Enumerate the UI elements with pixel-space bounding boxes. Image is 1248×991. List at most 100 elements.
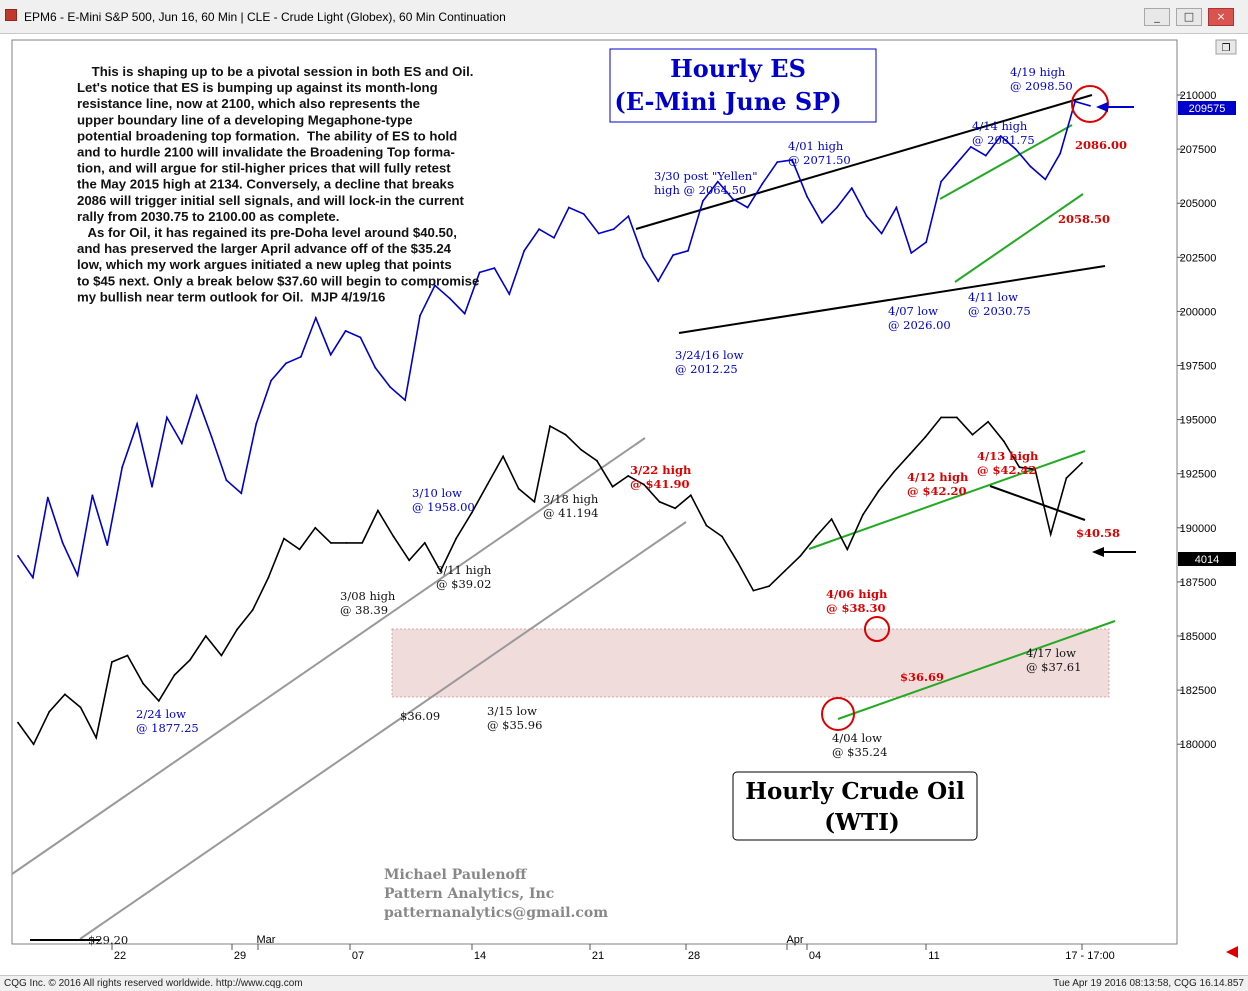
data-point [225,479,228,482]
maximize-button[interactable]: □ [1176,8,1202,26]
data-point [79,706,82,709]
es-arrow-head-icon [1096,102,1108,112]
data-point [389,386,392,388]
commentary-line: As for Oil, it has regained its pre-Doha… [77,225,457,240]
data-point [687,249,689,252]
data-point [791,159,794,161]
data-point [533,500,536,503]
commentary-line: tion, and will argue for stil-higher pri… [77,161,451,176]
data-point [1034,468,1036,471]
data-point [478,271,481,274]
dual-price-chart[interactable]: ❐ 210000 207500 205000 202500 200000 197500 19… [0,34,1248,975]
data-point [940,180,942,183]
data-point [32,576,34,579]
data-point [568,206,570,209]
annotation-value: @ 2030.75 [968,304,1031,318]
data-point [173,674,176,676]
data-point [846,548,849,551]
y-tick-label: 192500 [1180,469,1217,481]
x-tick-label: Apr [786,934,803,946]
restore-chart-button[interactable] [1215,39,1237,55]
data-point [971,433,974,436]
data-point [142,682,145,685]
data-point [836,206,838,209]
annotation-value: @ 1877.25 [136,721,199,735]
es-title-line2: (E-Mini June SP) [614,87,841,116]
data-point [17,721,19,724]
data-point [806,195,808,198]
annotation-label: 4/01 high [788,139,844,153]
close-button[interactable]: × [1208,8,1234,26]
data-point [392,535,395,538]
data-point [300,355,302,358]
oil-lower-channel-line [79,521,687,940]
annotation-label: 3/08 high [340,589,396,603]
annotation-label: 4/12 high [907,470,969,484]
annotation-value: @ 1958.00 [412,500,475,514]
data-point [359,336,362,339]
data-point [121,466,124,469]
data-point [865,215,868,218]
x-tick-label: 29 [234,950,246,962]
data-point [1029,165,1032,168]
oil-green-lower-line [837,620,1116,720]
data-point [612,228,615,231]
commentary-line: resistance line, now at 2100, which also… [77,96,420,111]
scroll-right-icon[interactable] [1226,946,1238,958]
data-point [344,330,347,332]
annotation-value: @ $41.90 [630,477,690,491]
data-point [674,507,677,510]
data-point [538,228,540,231]
annotation-value: @ 2098.50 [1010,79,1073,93]
y-tick-label: 190000 [1180,523,1217,535]
minimize-button[interactable]: _ [1144,8,1170,26]
annotation-label: 3/24/16 low [675,348,744,362]
y-tick-label: 195000 [1180,415,1217,427]
annotation-label: 3/11 high [436,563,492,577]
annotation-label: 4/17 low [1026,646,1076,660]
data-point [434,284,436,287]
window-title-bar: EPM6 - E-Mini S&P 500, Jun 16, 60 Min | … [0,0,1248,34]
data-point [419,314,421,317]
data-point [236,628,239,631]
data-point [270,379,272,382]
annotation-value: @ 2081.75 [972,133,1035,147]
data-point [151,485,153,488]
data-point [736,561,739,564]
data-point [549,425,551,427]
time-axis: 22 Mar 29 07 14 21 28 Apr 04 11 17 - 17:00 [111,934,1115,962]
data-point [64,693,66,696]
annotation-value: @ $37.61 [1026,660,1081,674]
annotation-label: 4/07 low [888,304,938,318]
oil-title-line2: (WTI) [824,809,899,836]
annotation-label: 4/13 high [977,449,1039,463]
annotation-value: @ 2012.25 [675,362,738,376]
data-point [1059,152,1062,155]
data-point [283,537,285,540]
annotation-value: @ $35.24 [832,745,887,759]
annotation-label: 2058.50 [1058,212,1110,226]
data-point [984,154,987,157]
data-point [768,585,770,588]
data-point [377,509,379,512]
annotation-label: 4/19 high [1010,65,1066,79]
commentary-line: and to hurdle 2100 will invalidate the B… [77,145,455,160]
credit-email: patternanalytics@gmail.com [384,905,608,921]
data-point [850,187,853,190]
support-zone [391,628,1110,698]
oil-data-points [17,416,1083,746]
data-point [1065,477,1068,479]
x-tick-label: 14 [474,950,486,962]
data-point [204,635,207,637]
es-green-lower-channel [954,193,1084,283]
x-tick-label: 21 [592,950,604,962]
oil-last-price-badge [1178,552,1236,566]
window-title: EPM6 - E-Mini S&P 500, Jun 16, 60 Min | … [24,10,506,24]
y-tick-label: 207500 [1180,144,1217,156]
data-point [330,542,332,544]
commentary-line: the May 2015 high at 2134. Conversely, a… [77,177,454,192]
data-point [136,423,139,425]
data-point [1018,466,1021,469]
es-last-price-text: 209575 [1189,103,1226,115]
y-tick-label: 197500 [1180,361,1217,373]
